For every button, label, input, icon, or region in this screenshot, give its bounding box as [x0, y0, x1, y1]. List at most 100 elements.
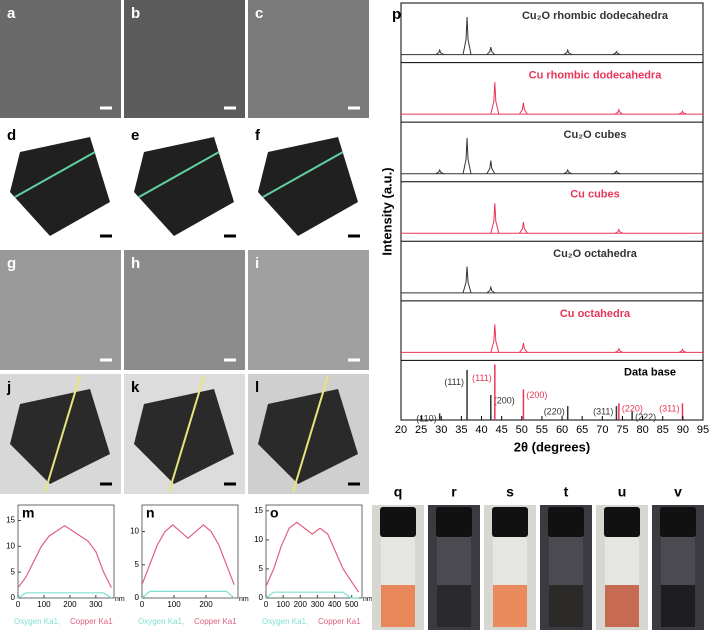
copper-profile — [265, 521, 360, 593]
trace-label: Cu₂O cubes — [564, 129, 627, 141]
x-tick-label: 300 — [311, 600, 325, 609]
x-tick-label: 45 — [496, 424, 508, 436]
xrd-peak — [614, 228, 624, 234]
y-axis-title: Intensity (a.u.) — [379, 167, 394, 255]
xrd-peak — [462, 137, 472, 174]
database-label: Data base — [624, 366, 676, 378]
panel-label: n — [146, 505, 155, 521]
legend-entry: Copper Ka1 — [194, 617, 237, 626]
plot-frame — [141, 504, 239, 599]
vial-liquid — [605, 585, 639, 627]
reference-label: (222) — [635, 412, 656, 422]
trace-label: Cu rhombic dodecahedra — [529, 69, 663, 81]
reference-label: (311) — [593, 406, 613, 416]
panel-label: k — [131, 379, 140, 396]
oxygen-profile — [265, 591, 359, 599]
xrd-peak — [614, 108, 624, 115]
vial-cap — [436, 507, 472, 537]
x-unit: nm — [115, 596, 125, 603]
particle — [10, 137, 110, 236]
micrograph — [124, 250, 245, 370]
panel-label: a — [7, 5, 16, 22]
particle — [134, 389, 234, 484]
reference-label: (111) — [444, 377, 464, 387]
x-tick-label: 80 — [636, 424, 648, 436]
x-tick-label: 60 — [556, 424, 568, 436]
y-tick-label: 15 — [6, 516, 15, 525]
trace-label: Cu₂O rhombic dodecahedra — [522, 10, 669, 22]
xrd-peak — [678, 110, 687, 115]
panel-label: i — [255, 255, 259, 272]
xrd-peak — [518, 221, 528, 234]
xrd-peak — [462, 16, 472, 55]
x-tick-label: 20 — [395, 424, 407, 436]
x-tick-label: 35 — [455, 424, 467, 436]
xrd-peak — [435, 168, 444, 175]
y-tick-label: 0 — [135, 593, 140, 602]
oxygen-profile — [141, 590, 235, 599]
x-tick-label: 55 — [536, 424, 548, 436]
y-tick-label: 5 — [135, 560, 140, 569]
legend-entry: Oxygen Ka1, — [138, 617, 184, 626]
vial-liquid — [493, 585, 527, 627]
reference-label: (220) — [622, 404, 643, 414]
vial-cap — [660, 507, 696, 537]
x-tick-label: 85 — [657, 424, 669, 436]
vial-liquid — [381, 585, 415, 627]
x-tick-label: 90 — [677, 424, 689, 436]
particle — [10, 389, 110, 484]
xrd-peak — [563, 48, 572, 55]
x-tick-label: 65 — [576, 424, 588, 436]
panel-label: l — [255, 379, 259, 396]
vial-cap — [380, 507, 416, 537]
xrd-peak — [519, 342, 528, 353]
legend-entry: Copper Ka1 — [318, 617, 361, 626]
xrd-peak — [563, 168, 572, 175]
panel-label: j — [6, 379, 11, 396]
vial-label: t — [564, 484, 569, 500]
copper-profile — [17, 524, 112, 589]
trace-label: Cu octahedra — [560, 308, 631, 320]
vial-label: v — [674, 484, 682, 500]
y-tick-label: 5 — [11, 567, 16, 576]
scan-line — [14, 151, 96, 198]
panel-label: m — [22, 505, 34, 521]
vial-cap — [604, 507, 640, 537]
x-tick-label: 0 — [16, 600, 21, 609]
x-tick-label: 300 — [89, 600, 103, 609]
scan-line — [292, 375, 329, 493]
x-tick-label: 75 — [616, 424, 628, 436]
xrd-peak — [486, 160, 496, 174]
scan-line — [138, 151, 220, 198]
micrograph — [248, 0, 369, 118]
y-tick-label: 10 — [130, 527, 139, 536]
xrd-peak — [486, 46, 496, 55]
x-tick-label: 0 — [140, 600, 145, 609]
micrograph — [0, 0, 121, 118]
panel-label: b — [131, 5, 140, 22]
x-tick-label: 100 — [37, 600, 51, 609]
x-tick-label: 25 — [415, 424, 427, 436]
xrd-peak — [490, 203, 500, 234]
copper-profile — [141, 524, 235, 585]
reference-label: (311) — [659, 404, 679, 414]
vial-cap — [548, 507, 584, 537]
reference-label: (110) — [416, 414, 436, 424]
xrd-peak — [462, 266, 472, 293]
legend-entry: Oxygen Ka1, — [262, 617, 308, 626]
vial-cap — [492, 507, 528, 537]
xrd-peak — [486, 285, 496, 294]
reference-label: (111) — [472, 373, 492, 383]
x-axis-title: 2θ (degrees) — [514, 439, 590, 454]
x-tick-label: 400 — [328, 600, 342, 609]
particle — [134, 137, 234, 236]
xrd-peak — [678, 348, 687, 353]
legend-entry: Oxygen Ka1, — [14, 617, 60, 626]
panel-label: c — [255, 5, 263, 22]
trace-label: Cu cubes — [570, 189, 620, 201]
vial-label: s — [506, 484, 514, 500]
panel-label: g — [7, 255, 16, 272]
xrd-peak — [490, 82, 500, 115]
x-tick-label: 100 — [167, 600, 181, 609]
